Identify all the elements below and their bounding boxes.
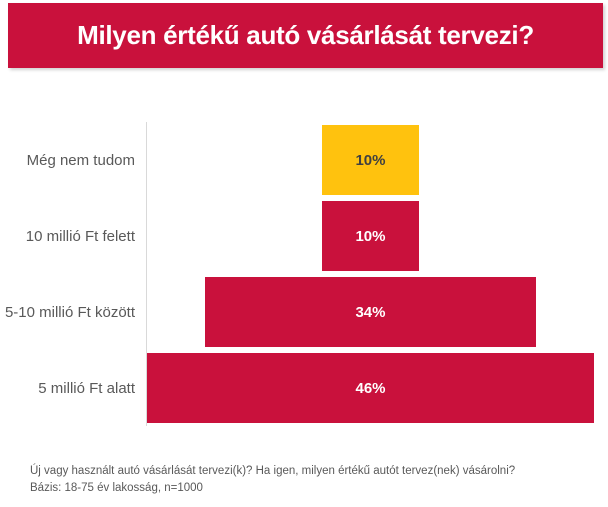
chart-row: 5-10 millió Ft között 34% [0, 274, 594, 350]
footnote-base: Bázis: 18-75 év lakosság, n=1000 [30, 481, 203, 494]
chart-title: Milyen értékű autó vásárlását tervezi? [77, 20, 534, 50]
bar-value-label: 10% [355, 227, 386, 245]
funnel-chart: Még nem tudom 10% 10 millió Ft felett 10% 5-… [0, 122, 594, 426]
bar: 46% [147, 353, 594, 423]
bar-value-label: 34% [355, 303, 386, 321]
chart-row: 10 millió Ft felett 10% [0, 198, 594, 274]
plot-row: 46% [146, 350, 594, 426]
bar: 34% [205, 277, 536, 347]
category-label: 5 millió Ft alatt [38, 379, 135, 397]
bar: 10% [321, 201, 420, 271]
plot-row: 34% [146, 274, 594, 350]
chart-rows: Még nem tudom 10% 10 millió Ft felett 10% 5-… [0, 122, 594, 426]
footnote-question: Új vagy használt autó vásárlását tervezi… [30, 465, 516, 477]
title-banner: Milyen értékű autó vásárlását tervezi? [8, 3, 603, 68]
chart-footnote: Új vagy használt autó vásárlását tervezi… [30, 463, 515, 496]
plot-row: 10% [146, 122, 594, 198]
plot-row: 10% [146, 198, 594, 274]
category-label: Még nem tudom [26, 151, 135, 169]
bar-value-label: 10% [355, 151, 386, 169]
chart-row: Még nem tudom 10% [0, 122, 594, 198]
bar-value-label: 46% [355, 379, 386, 397]
category-label: 5-10 millió Ft között [4, 303, 135, 321]
category-label: 10 millió Ft felett [25, 227, 135, 245]
chart-row: 5 millió Ft alatt 46% [0, 350, 594, 426]
bar: 10% [321, 125, 420, 195]
